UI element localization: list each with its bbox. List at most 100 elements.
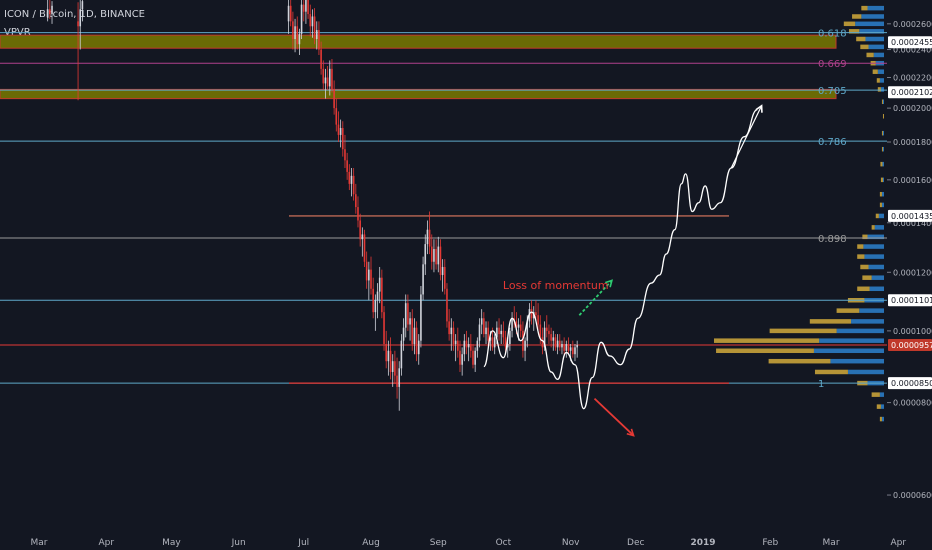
target-arrow-head (755, 104, 763, 113)
vp-bar-up (859, 29, 884, 34)
fib-label: 0.898 (818, 234, 847, 245)
vp-bar-up (879, 78, 884, 83)
candle-body (522, 330, 524, 351)
candle-body (428, 229, 431, 247)
candle-body (376, 291, 379, 301)
price-tag (888, 209, 932, 222)
candle-body (498, 327, 500, 335)
candle-body (420, 294, 422, 341)
candle-body (333, 89, 335, 109)
vp-bar-down (768, 358, 831, 364)
candle-body (313, 16, 316, 40)
down-arrow-head (626, 428, 635, 437)
candle-body (543, 327, 546, 348)
vp-bar-down (866, 52, 874, 58)
x-tick-label: May (162, 538, 181, 548)
candle-body (51, 5, 53, 15)
candle-body (315, 30, 318, 40)
candles-layer (46, 0, 578, 411)
y-axis[interactable]: 0.0002600 0.0002400 0.0002200 0.0002000 0.00… (887, 0, 932, 550)
vp-bar-up (881, 202, 884, 208)
candle-body (511, 318, 513, 331)
candle-body (457, 340, 459, 351)
candle-body (465, 340, 468, 348)
price-tag-label: 0.0002455 (891, 38, 932, 47)
price-tag-label: 0.0001435 (891, 212, 932, 221)
vp-bar-down (857, 254, 865, 259)
candle-body (335, 108, 338, 125)
candle-body (391, 361, 394, 372)
vp-bar-down (876, 404, 881, 409)
x-tick-label: Jun (231, 538, 246, 548)
x-tick-label: Aug (362, 538, 380, 548)
vp-bar-up (867, 5, 884, 11)
candle-body (411, 318, 414, 344)
candle-body (502, 330, 505, 338)
candle-body (339, 128, 342, 135)
vp-bar-up (881, 191, 884, 197)
vp-bar-down (882, 114, 884, 119)
candle-body (424, 244, 427, 265)
vp-bar-down (879, 191, 882, 197)
zone-2 (0, 88, 837, 100)
annotations-layer: Loss of momentum (503, 104, 763, 437)
candle-body (407, 303, 409, 325)
candle-body (342, 128, 344, 150)
vp-bar-down (809, 319, 852, 324)
candle-body (365, 261, 368, 281)
vp-bar-down (879, 202, 882, 208)
candle-body (363, 234, 366, 262)
vp-bar-up (871, 275, 884, 280)
candle-body (446, 288, 448, 322)
candle-body (346, 160, 348, 172)
vp-bar-down (860, 44, 869, 50)
price-tag-label: 0.0000957 (891, 341, 932, 350)
vp-bar-down (862, 275, 872, 280)
fib-label: 0.669 (818, 59, 847, 70)
up-arrow (578, 279, 613, 316)
vp-bar-up (873, 52, 884, 58)
candle-body (567, 343, 570, 351)
volume-profile (714, 5, 884, 422)
candle-body (331, 68, 333, 90)
candle-body (324, 77, 327, 84)
candle-body (496, 327, 498, 338)
candle-body (430, 246, 433, 262)
candle-body (370, 269, 372, 289)
vp-bar-up (864, 254, 884, 259)
vp-bar-up (877, 69, 884, 74)
fib-label: 1 (818, 379, 824, 390)
vp-bar-down (857, 244, 864, 249)
candle-body (307, 0, 309, 15)
vp-bar-up (859, 308, 884, 313)
candle-body (572, 347, 574, 355)
x-tick-label: Apr (891, 538, 907, 548)
vp-bar-down (843, 21, 856, 27)
candle-body (556, 340, 559, 348)
y-tick-label: 0.0002600 (893, 20, 932, 29)
candle-body (435, 249, 437, 265)
candle-body (450, 327, 453, 335)
candle-body (443, 266, 446, 289)
candle-body (509, 330, 511, 344)
candle-body (491, 337, 494, 348)
vp-bar-up (813, 348, 884, 354)
candle-body (454, 340, 457, 344)
vp-bar-up (851, 319, 884, 324)
candle-body (489, 337, 492, 341)
candle-body (485, 327, 487, 335)
candle-body (576, 345, 578, 348)
candle-body (565, 343, 568, 351)
y-tick-label: 0.0001200 (893, 268, 932, 277)
vp-bar-down (857, 286, 870, 292)
vp-bar-down (769, 328, 837, 334)
vp-bar-up (847, 369, 884, 375)
price-tag (888, 36, 932, 49)
x-axis[interactable]: Mar Apr May Jun Jul Aug Sep Oct Nov Dec 2019 Feb Mar… (31, 538, 907, 548)
candle-body (378, 277, 381, 292)
y-tick-label: 0.0002000 (893, 104, 932, 113)
candle-body (305, 0, 307, 12)
candle-body (417, 340, 420, 355)
y-tick-label: 0.0001400 (893, 219, 932, 228)
